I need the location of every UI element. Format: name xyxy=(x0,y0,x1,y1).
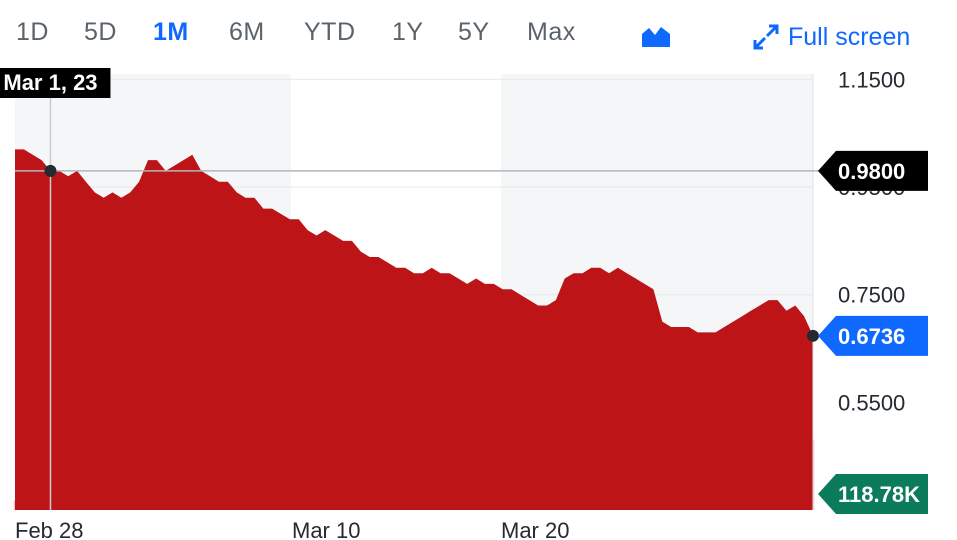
fullscreen-label: Full screen xyxy=(788,22,911,51)
range-1m-button[interactable]: 1M xyxy=(153,18,189,46)
mountain-chart-icon[interactable] xyxy=(640,22,672,50)
x-tick-label: Mar 20 xyxy=(501,518,569,540)
expand-arrows-icon xyxy=(753,24,779,50)
range-max-button[interactable]: Max xyxy=(527,18,576,46)
crosshair-price-label: 0.9800 xyxy=(838,159,905,184)
crosshair-dot xyxy=(44,164,57,177)
crosshair-price-tag xyxy=(818,150,928,191)
y-tick-label: 0.5500 xyxy=(838,390,905,415)
fullscreen-button[interactable]: Full screen xyxy=(752,20,910,54)
range-ytd-button[interactable]: YTD xyxy=(304,18,356,46)
x-tick-label: Feb 28 xyxy=(15,518,84,540)
current-price-tag xyxy=(818,315,928,356)
y-tick-label: 1.1500 xyxy=(838,67,905,92)
x-tick-label: Mar 10 xyxy=(292,518,360,540)
crosshair-date-tag xyxy=(0,68,111,98)
range-5d-button[interactable]: 5D xyxy=(84,18,117,46)
range-1y-button[interactable]: 1Y xyxy=(392,18,424,46)
crosshair-date-label: Mar 1, 23 xyxy=(3,70,97,95)
range-5y-button[interactable]: 5Y xyxy=(458,18,490,46)
price-area xyxy=(15,149,813,510)
volume-label: 118.78K xyxy=(838,482,920,507)
range-toolbar: 1D 5D 1M 6M YTD 1Y 5Y Max Full screen xyxy=(0,0,957,70)
range-6m-button[interactable]: 6M xyxy=(229,18,265,46)
volume-tag xyxy=(818,474,928,514)
current-price-label: 0.6736 xyxy=(838,324,905,349)
current-price-dot xyxy=(807,329,819,342)
y-tick-label: 0.7500 xyxy=(838,283,905,308)
range-1d-button[interactable]: 1D xyxy=(16,18,49,46)
crosshair: Mar 1, 23 xyxy=(0,68,823,510)
